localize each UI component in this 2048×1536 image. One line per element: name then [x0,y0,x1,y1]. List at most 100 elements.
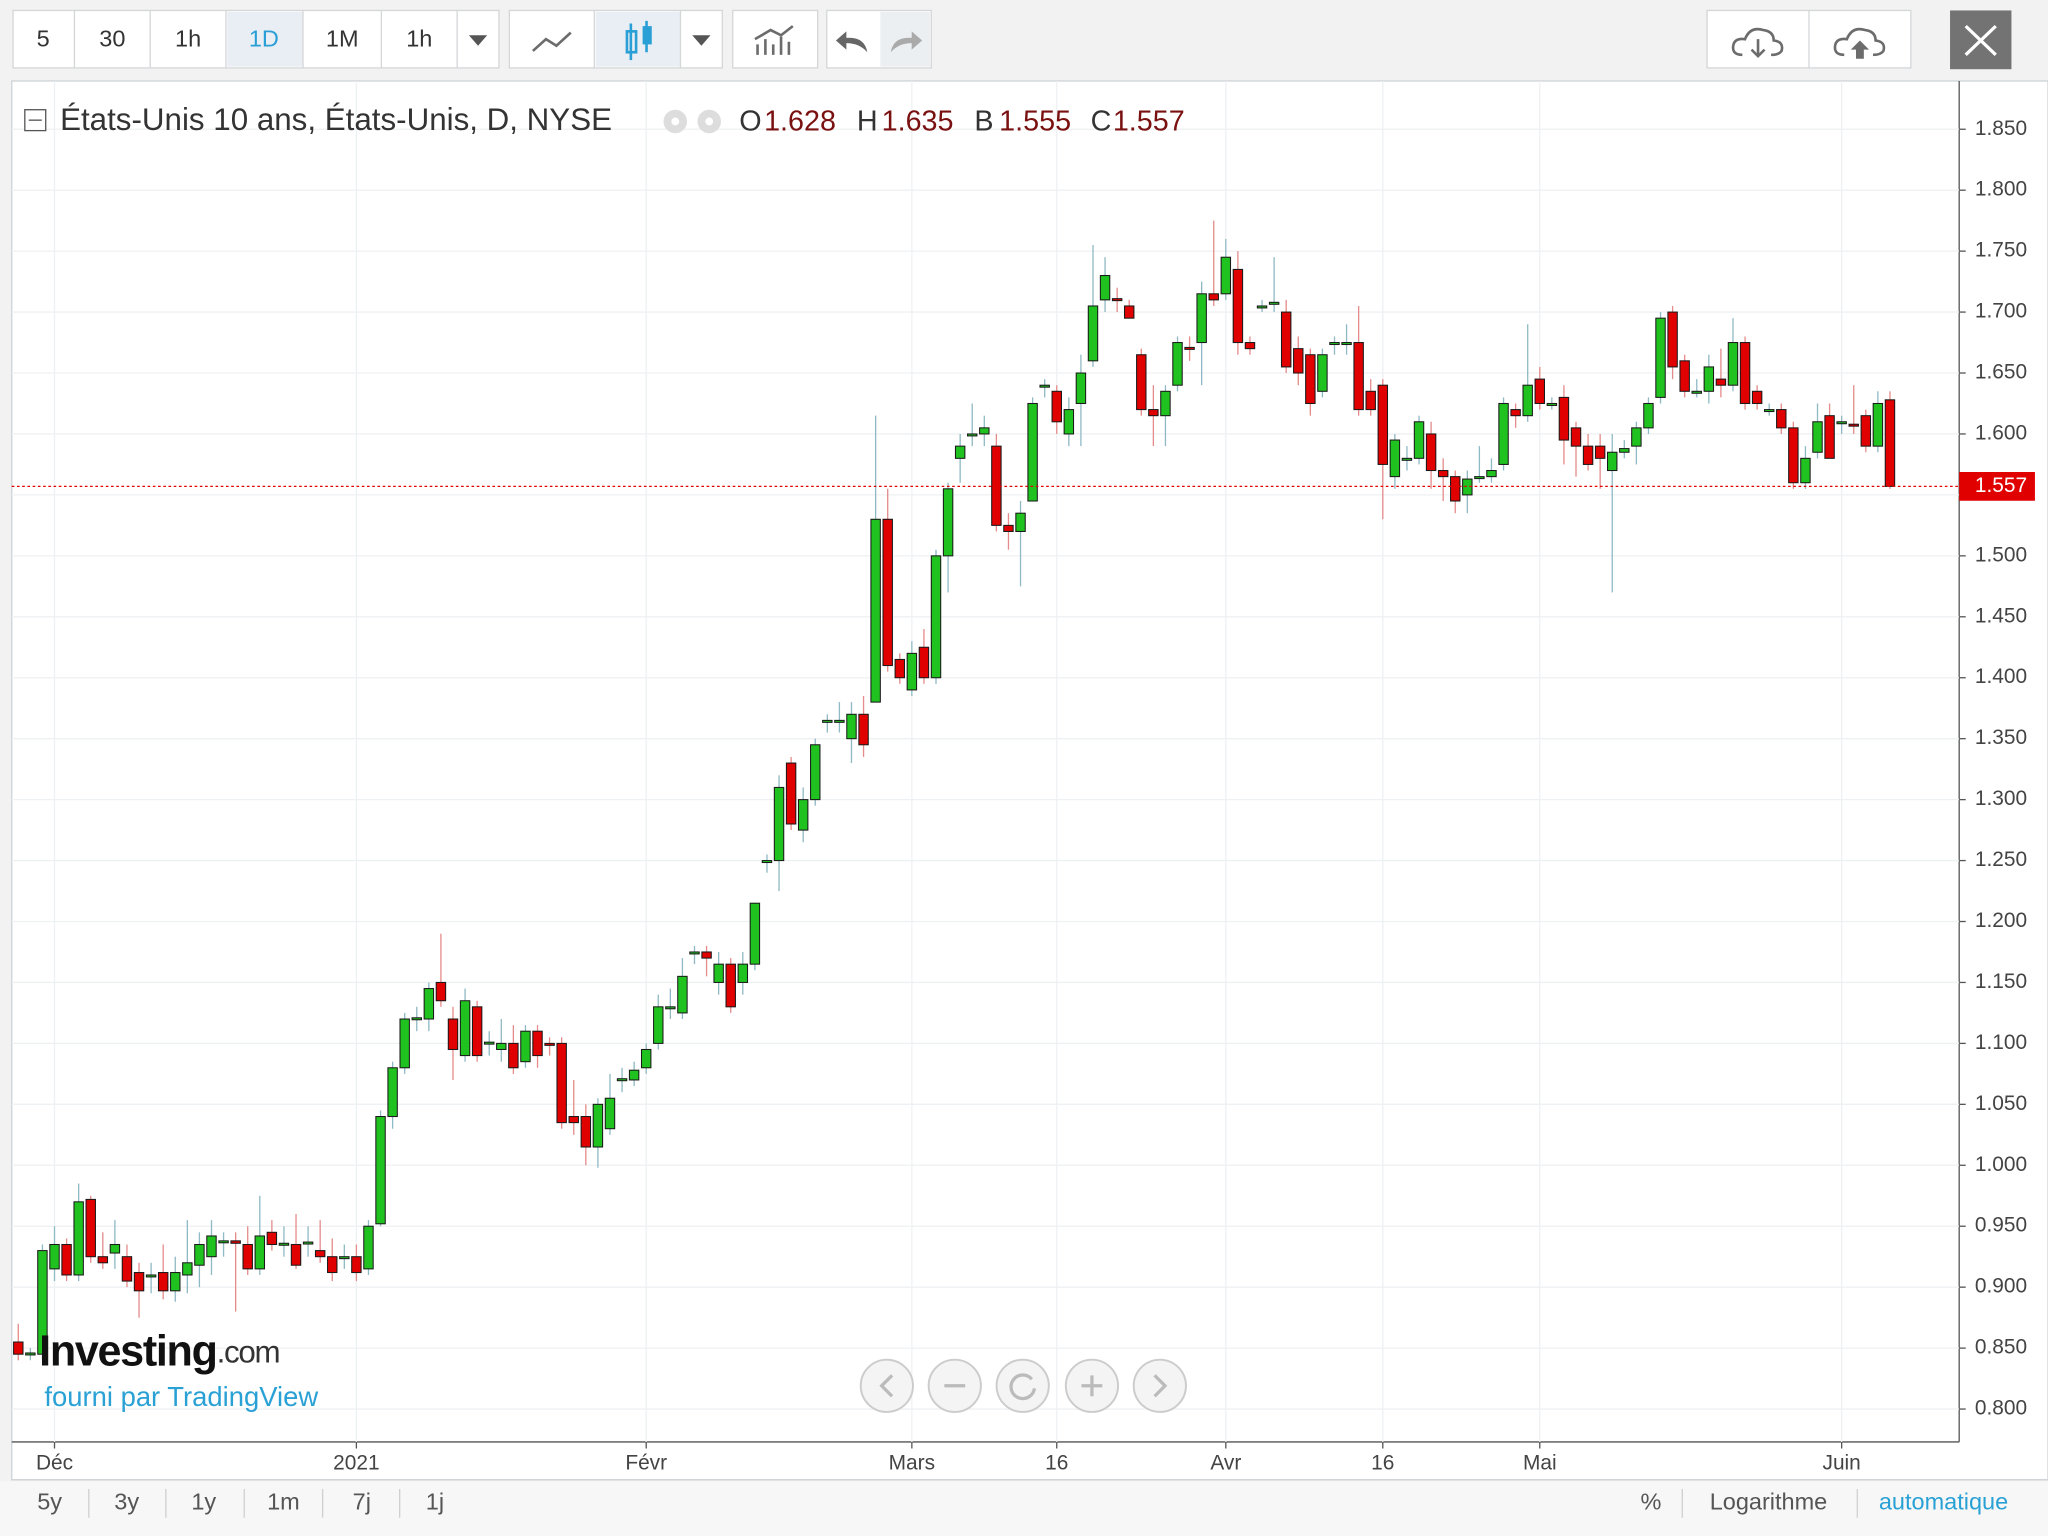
candle-body [604,1097,616,1130]
candle-body [1293,348,1304,374]
range-button[interactable]: 3y [114,1489,139,1515]
candle-body [302,1241,314,1245]
candle-body [520,1030,531,1063]
ohlc-value: 1.557 [1113,105,1185,137]
interval-button[interactable]: 1h [175,26,201,52]
candle-body [1703,366,1715,392]
interval-button[interactable]: 1M [326,26,359,52]
candle-body [1075,372,1087,405]
scroll-right[interactable] [1132,1358,1187,1413]
candle-body [930,555,942,679]
candle-body [37,1250,48,1355]
candle-body [568,1116,579,1124]
candle-body [206,1235,217,1258]
candle-body [858,713,869,746]
candle-body [1232,268,1244,344]
candle-body [701,951,712,959]
candle-body [846,713,857,740]
candle-body [1123,305,1135,319]
candle-body [1836,421,1847,425]
indicators-button[interactable] [732,9,819,69]
y-tick-label: 1.150 [1975,970,2027,993]
y-tick-label: 0.850 [1975,1336,2027,1359]
range-button[interactable]: 7j [353,1489,371,1515]
load-icon[interactable] [1731,27,1784,59]
ohlc-value: 1.628 [764,105,836,137]
candle-body [1027,402,1038,502]
save-icon[interactable] [1833,27,1886,57]
candle-body [1498,402,1509,465]
candle-body [1546,402,1558,406]
y-tick-label: 1.850 [1975,117,2027,140]
credit[interactable]: fourni par TradingView [44,1381,318,1412]
x-tick-label: 2021 [333,1452,379,1475]
candle-body [556,1042,567,1124]
candle-body [1715,378,1727,386]
candle-body [194,1243,205,1266]
auto-toggle[interactable]: automatique [1879,1489,2008,1515]
candle-body [1510,409,1521,417]
close-icon [1964,24,1997,57]
interval-button[interactable]: 1D [249,26,279,52]
candle-body [1643,402,1654,429]
log-toggle[interactable]: Logarithme [1710,1489,1828,1515]
candle-body [1848,423,1859,427]
candle-body [1268,301,1280,305]
candle-body [1136,354,1147,411]
scroll-left[interactable] [859,1358,914,1413]
logo[interactable]: Investing.com [39,1328,281,1376]
percent-toggle[interactable]: % [1640,1489,1661,1515]
candle-body [773,786,785,862]
ohlc-value: 1.555 [999,105,1071,137]
reset[interactable] [995,1358,1050,1413]
interval-button[interactable]: 1h [406,26,432,52]
zoom-controls [859,1358,1187,1413]
candle-body [1099,274,1111,301]
range-button[interactable]: 1m [267,1489,300,1515]
candle-body [1256,305,1268,309]
interval-button[interactable]: 5 [37,26,50,52]
y-tick-label: 0.900 [1975,1275,2027,1298]
y-tick-label: 1.600 [1975,421,2027,444]
candle-body [1220,256,1232,295]
undo-icon[interactable] [835,31,868,53]
last-price-label: 1.557 [1975,474,2027,497]
candle-body [399,1018,410,1069]
candle-body [1329,342,1340,346]
candle-body [339,1256,350,1260]
candle-body [73,1201,84,1276]
candle-body [737,963,749,983]
y-tick-label: 1.350 [1975,726,2027,749]
ohlc-value: 1.635 [882,105,954,137]
candle-body [616,1078,628,1082]
logo-main: Investing [39,1328,216,1376]
interval-button[interactable]: 30 [99,26,125,52]
active-interval-bg [227,11,304,67]
candle-body [1884,399,1896,487]
candle-body [1317,354,1328,392]
ohlc-label: H [857,105,878,137]
range-button[interactable]: 1y [191,1489,216,1515]
bottom-bar-bg [0,1481,2048,1536]
candle-body [1172,342,1183,386]
dropdown-arrow[interactable] [468,35,488,46]
candle-body [266,1231,278,1246]
candle-body [580,1116,592,1148]
y-tick-label: 1.400 [1975,665,2027,688]
x-tick-label: Déc [36,1452,73,1475]
candle-body [145,1274,157,1278]
redo-icon[interactable] [890,31,923,53]
candle-body [1679,360,1690,392]
range-button[interactable]: 1j [426,1489,444,1515]
candle-body [61,1243,72,1276]
dropdown-arrow[interactable] [692,35,711,46]
candle-body [1450,476,1461,502]
candle-icon[interactable] [625,20,652,61]
candle-body [13,1341,24,1355]
candle-body [894,658,906,679]
line-chart-icon[interactable] [532,31,572,52]
candle-body [918,646,930,679]
candle-body [1437,470,1449,478]
range-button[interactable]: 5y [37,1489,62,1515]
